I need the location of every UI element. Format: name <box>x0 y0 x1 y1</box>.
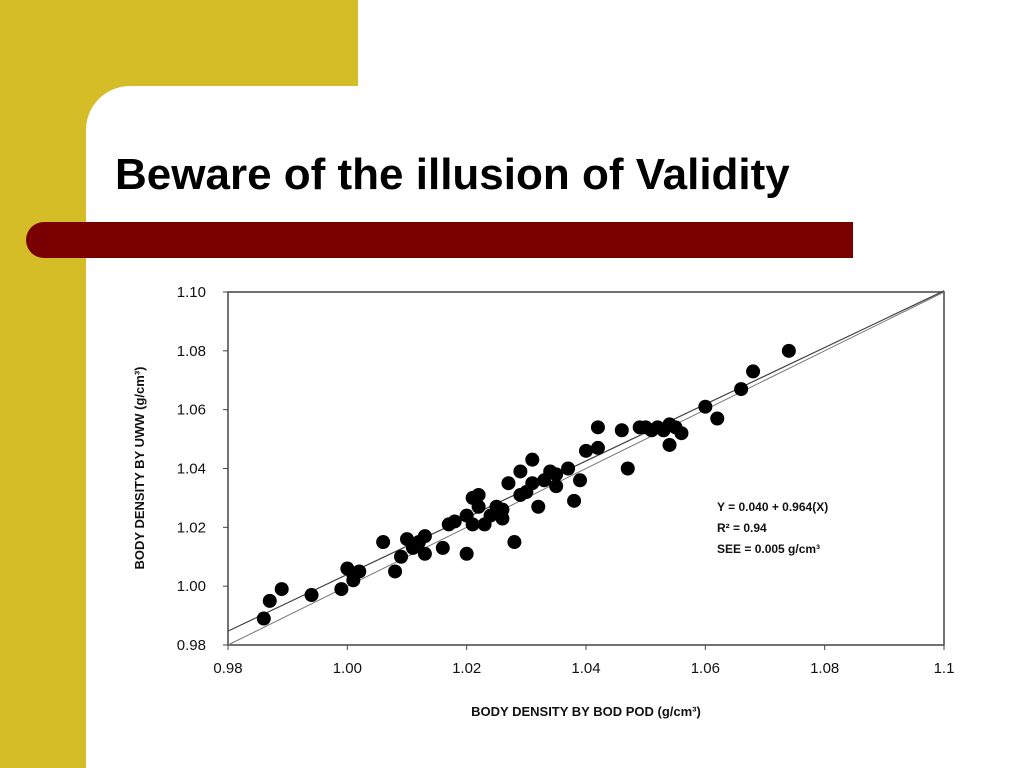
annotation-r-squared: R² = 0.94 <box>717 521 767 535</box>
data-point <box>674 426 689 441</box>
data-point <box>579 443 593 458</box>
slide-title: Beware of the illusion of Validity <box>115 150 790 199</box>
data-point <box>388 564 403 579</box>
x-tick-label: 1.1 <box>934 660 955 677</box>
y-tick-label: 0.98 <box>177 637 206 654</box>
annotation-see: SEE = 0.005 g/cm³ <box>717 542 820 556</box>
data-point <box>435 540 450 555</box>
data-point <box>352 564 367 579</box>
data-point <box>262 593 277 608</box>
data-point <box>549 467 564 482</box>
data-point <box>501 476 516 491</box>
data-point <box>710 411 725 426</box>
data-point <box>531 499 546 514</box>
data-point <box>334 582 349 597</box>
x-tick-label: 1.00 <box>333 660 362 677</box>
data-point <box>376 535 391 550</box>
annotation-equation: Y = 0.040 + 0.964(X) <box>717 500 828 514</box>
data-point <box>417 529 432 544</box>
data-point <box>620 461 635 476</box>
y-tick-label: 1.08 <box>177 343 206 360</box>
y-axis-ticks: 0.98 1.00 1.02 1.04 1.06 1.08 1.10 <box>177 284 228 654</box>
data-point <box>417 546 432 561</box>
x-tick-label: 1.06 <box>691 660 720 677</box>
data-point <box>662 437 677 452</box>
x-tick-label: 1.04 <box>571 660 600 677</box>
data-point <box>746 364 761 379</box>
data-point <box>256 611 271 626</box>
data-point <box>507 535 522 550</box>
title-underline-bar <box>26 222 853 258</box>
y-tick-label: 1.10 <box>177 284 206 301</box>
data-point <box>525 452 540 467</box>
x-axis-ticks: 0.98 1.00 1.02 1.04 1.06 1.08 1.1 <box>213 645 954 677</box>
data-point <box>561 461 576 476</box>
data-point <box>447 514 462 529</box>
data-point <box>614 423 629 438</box>
data-point <box>590 440 605 455</box>
y-tick-label: 1.02 <box>177 519 206 536</box>
scatter-chart: 0.98 1.00 1.02 1.04 1.06 1.08 1.1 0.98 1.00 1.02… <box>132 284 954 719</box>
y-tick-label: 1.04 <box>177 461 206 478</box>
data-point <box>465 517 480 532</box>
data-point <box>471 487 486 502</box>
y-axis-title: BODY DENSITY BY UWW (g/cm³) <box>132 367 147 570</box>
data-point <box>525 476 540 491</box>
data-points <box>256 343 796 626</box>
data-point <box>513 464 528 479</box>
data-point <box>459 546 474 561</box>
data-point <box>304 587 319 602</box>
y-tick-label: 1.06 <box>177 402 206 419</box>
x-tick-label: 1.08 <box>810 660 839 677</box>
x-axis-title: BODY DENSITY BY BOD POD (g/cm³) <box>471 704 701 719</box>
data-point <box>698 399 713 414</box>
data-point <box>394 549 409 564</box>
data-point <box>590 420 605 435</box>
data-point <box>549 479 564 494</box>
data-point <box>573 473 588 488</box>
data-point <box>495 511 510 526</box>
y-tick-label: 1.00 <box>177 578 206 595</box>
data-point <box>471 499 486 514</box>
data-point <box>781 343 796 358</box>
x-tick-label: 0.98 <box>213 660 242 677</box>
x-tick-label: 1.02 <box>452 660 481 677</box>
data-point <box>567 493 582 508</box>
data-point <box>274 582 289 597</box>
data-point <box>734 382 749 397</box>
